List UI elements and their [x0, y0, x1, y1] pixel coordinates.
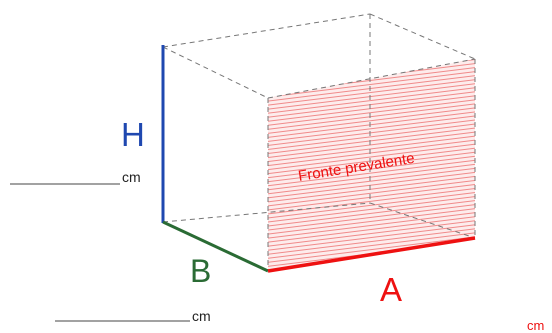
top-left-depth-edge	[162, 46, 269, 99]
width-unit-label: cm	[527, 318, 544, 333]
width-edge	[267, 236, 476, 273]
depth-unit-label: cm	[192, 308, 211, 324]
top-right-depth-edge	[369, 13, 476, 60]
back-bottom-edge	[162, 202, 371, 223]
height-unit-label: cm	[122, 169, 141, 185]
front-face	[268, 59, 475, 271]
depth-edge	[162, 220, 269, 273]
bottom-right-depth-edge	[369, 202, 476, 239]
width-label: A	[380, 271, 402, 308]
front-top-edge	[267, 58, 476, 99]
back-top-left-edge	[162, 13, 371, 48]
depth-label: B	[190, 253, 211, 289]
height-label: H	[121, 116, 145, 153]
box-wireframe	[162, 13, 476, 271]
